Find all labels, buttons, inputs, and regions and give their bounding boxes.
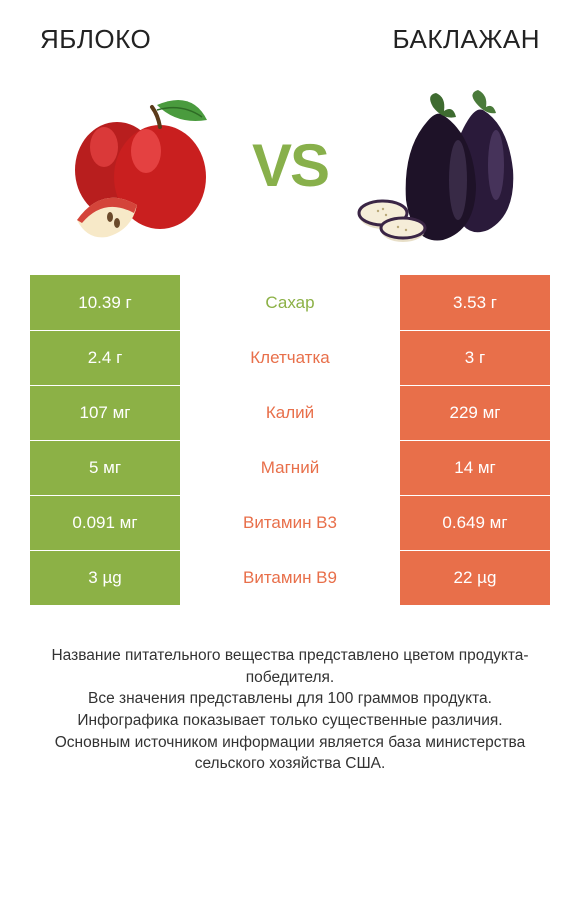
right-value-cell: 3 г bbox=[400, 331, 550, 385]
left-value-cell: 0.091 мг bbox=[30, 496, 180, 550]
table-row: 10.39 гСахар3.53 г bbox=[30, 275, 550, 330]
footer-line: Инфографика показывает только существенн… bbox=[30, 710, 550, 732]
left-value-cell: 2.4 г bbox=[30, 331, 180, 385]
footer-line: Все значения представлены для 100 граммо… bbox=[30, 688, 550, 710]
footer-notes: Название питательного вещества представл… bbox=[0, 605, 580, 795]
nutrient-label-cell: Витамин B3 bbox=[180, 496, 400, 550]
nutrient-label-cell: Витамин B9 bbox=[180, 551, 400, 605]
nutrient-label-cell: Сахар bbox=[180, 275, 400, 330]
right-value-cell: 229 мг bbox=[400, 386, 550, 440]
right-product-title: БАКЛАЖАН bbox=[392, 24, 540, 55]
left-value-cell: 5 мг bbox=[30, 441, 180, 495]
left-value-cell: 107 мг bbox=[30, 386, 180, 440]
left-product-title: ЯБЛОКО bbox=[40, 24, 151, 55]
table-row: 0.091 мгВитамин B30.649 мг bbox=[30, 495, 550, 550]
nutrient-label-cell: Калий bbox=[180, 386, 400, 440]
nutrient-label-cell: Клетчатка bbox=[180, 331, 400, 385]
nutrient-label-cell: Магний bbox=[180, 441, 400, 495]
left-value-cell: 10.39 г bbox=[30, 275, 180, 330]
left-value-cell: 3 µg bbox=[30, 551, 180, 605]
right-value-cell: 3.53 г bbox=[400, 275, 550, 330]
right-value-cell: 14 мг bbox=[400, 441, 550, 495]
table-row: 107 мгКалий229 мг bbox=[30, 385, 550, 440]
infographic-container: ЯБЛОКО БАКЛАЖАН VS bbox=[0, 0, 580, 904]
table-row: 5 мгМагний14 мг bbox=[30, 440, 550, 495]
vs-label: VS bbox=[252, 131, 328, 200]
table-row: 3 µgВитамин B922 µg bbox=[30, 550, 550, 605]
title-row: ЯБЛОКО БАКЛАЖАН bbox=[0, 0, 580, 65]
right-value-cell: 22 µg bbox=[400, 551, 550, 605]
right-value-cell: 0.649 мг bbox=[400, 496, 550, 550]
footer-line: Основным источником информации является … bbox=[30, 732, 550, 775]
eggplant-image bbox=[348, 85, 528, 245]
table-row: 2.4 гКлетчатка3 г bbox=[30, 330, 550, 385]
apple-image bbox=[52, 85, 232, 245]
hero-row: VS bbox=[0, 65, 580, 275]
comparison-table: 10.39 гСахар3.53 г2.4 гКлетчатка3 г107 м… bbox=[0, 275, 580, 605]
footer-line: Название питательного вещества представл… bbox=[30, 645, 550, 688]
